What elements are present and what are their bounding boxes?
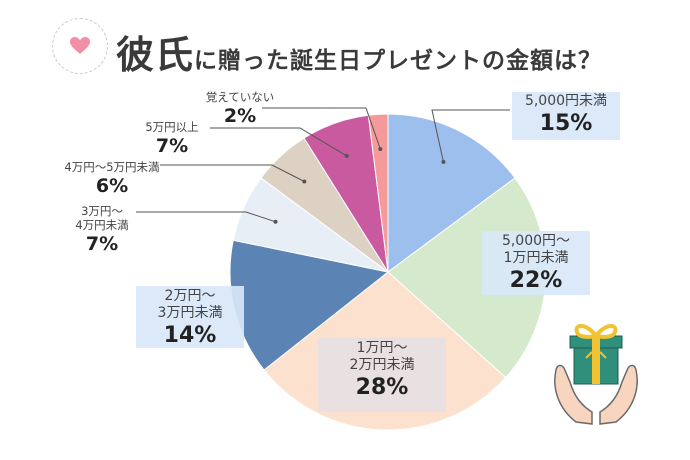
slice-label-name: 2万円未満 bbox=[349, 357, 415, 373]
heart-badge bbox=[52, 18, 108, 74]
slice-label-name: 5,000円未満 bbox=[524, 93, 608, 109]
leader-dot-30000-40000 bbox=[273, 219, 278, 224]
slice-label-name: 4万円未満 bbox=[75, 218, 129, 232]
slice-label-under-5000: 5,000円未満 15% bbox=[512, 93, 620, 138]
slice-label-pct: 7% bbox=[155, 135, 189, 157]
slice-label-10000-20000: 1万円～ 2万円未満 28% bbox=[318, 340, 446, 402]
slice-label-pct: 22% bbox=[509, 268, 563, 293]
leader-dot-40000-50000 bbox=[302, 179, 307, 184]
leader-dot-over-50000 bbox=[344, 153, 349, 158]
slice-label-name: 2万円～ bbox=[164, 288, 216, 304]
leader-dot-under-5000 bbox=[441, 159, 446, 164]
slice-label-over-50000: 5万円以上 7% bbox=[130, 120, 214, 158]
label-box-10000-20000 bbox=[318, 338, 446, 412]
label-box-5000-10000 bbox=[482, 231, 590, 295]
slice-label-name: 3万円未満 bbox=[157, 305, 223, 321]
slice-label-pct: 15% bbox=[539, 111, 593, 136]
slice-label-pct: 28% bbox=[355, 375, 409, 400]
slice-label-pct: 14% bbox=[163, 323, 217, 348]
slice-label-5000-10000: 5,000円～ 1万円未満 22% bbox=[482, 233, 590, 295]
slice-label-20000-30000: 2万円～ 3万円未満 14% bbox=[136, 288, 244, 350]
slice-label-pct: 2% bbox=[223, 105, 257, 127]
title-rest: に贈った誕生日プレゼントの金額は？ bbox=[194, 48, 603, 74]
leader-line-30000-40000 bbox=[136, 211, 276, 223]
slice-label-name: 覚えていない bbox=[205, 90, 275, 104]
gift-in-hands-icon bbox=[554, 324, 638, 425]
slice-label-name: 4万円～5万円未満 bbox=[64, 160, 160, 174]
slice-label-pct: 6% bbox=[95, 175, 129, 197]
slice-label-40000-50000: 4万円～5万円未満 6% bbox=[56, 160, 168, 198]
slice-label-name: 5万円以上 bbox=[145, 120, 199, 134]
heart-icon bbox=[70, 37, 90, 54]
slice-label-30000-40000: 3万円～ 4万円未満 7% bbox=[62, 204, 142, 256]
label-box-20000-30000 bbox=[136, 286, 244, 348]
page-title: 彼氏に贈った誕生日プレゼントの金額は？ bbox=[116, 24, 602, 79]
slice-label-dont-remember: 覚えていない 2% bbox=[195, 90, 285, 128]
leader-line-dont-remember bbox=[262, 107, 381, 150]
slice-label-name: 1万円～ bbox=[356, 340, 408, 356]
leader-line-over-50000 bbox=[210, 127, 347, 157]
leader-line-40000-50000 bbox=[160, 164, 305, 182]
slice-label-name: 5,000円～ bbox=[501, 233, 571, 249]
leader-dot-dont-remember bbox=[378, 147, 383, 151]
slice-label-pct: 7% bbox=[85, 233, 119, 255]
leader-lines bbox=[136, 92, 620, 412]
slice-label-name: 1万円未満 bbox=[503, 250, 569, 266]
slice-label-name: 3万円～ bbox=[81, 204, 123, 218]
leader-line-under-5000 bbox=[431, 109, 510, 163]
label-box-under-5000 bbox=[512, 92, 620, 140]
pie-slice-under-5000 bbox=[387, 113, 516, 273]
title-main: 彼氏 bbox=[116, 33, 195, 77]
